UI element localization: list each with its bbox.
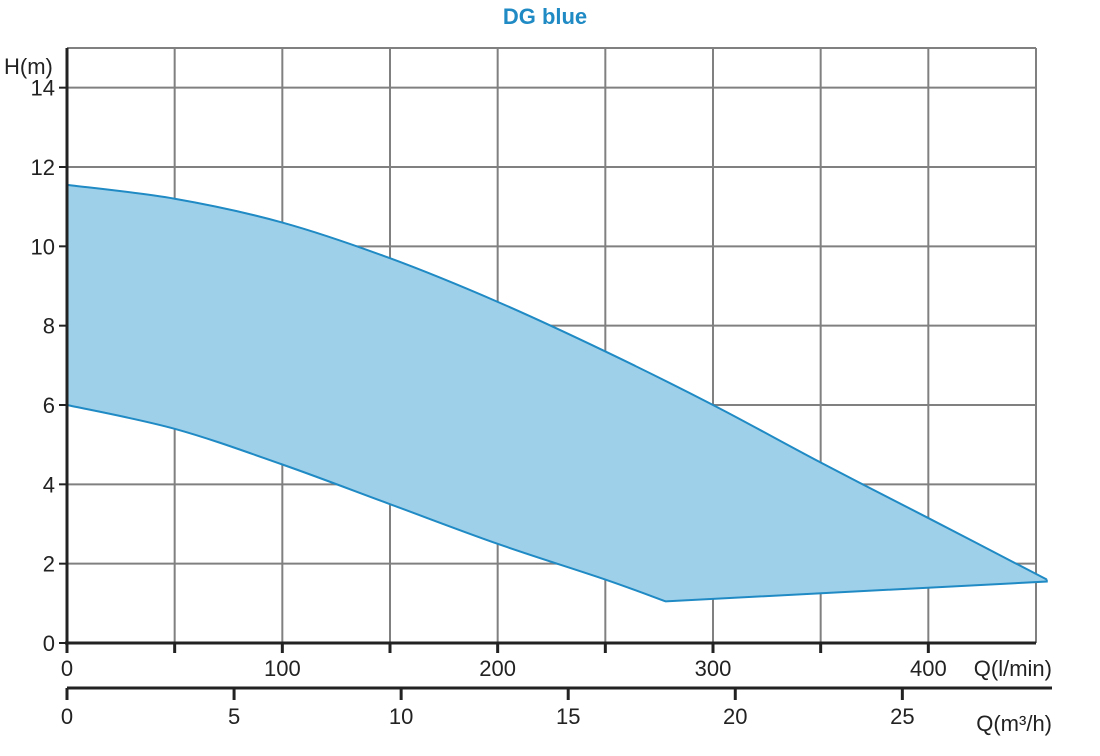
x-tick-label: 200 <box>479 656 516 681</box>
y-tick-label: 6 <box>43 393 55 418</box>
x-axis-label: Q(l/min) <box>974 656 1052 681</box>
x2-tick-label: 0 <box>61 704 73 729</box>
y-tick-label: 0 <box>43 631 55 656</box>
x2-tick-label: 5 <box>228 704 240 729</box>
x-tick-label: 400 <box>910 656 947 681</box>
x2-tick-label: 15 <box>556 704 580 729</box>
x-axis-ticks: 0 100 200 300 400 <box>61 643 947 681</box>
y-tick-label: 4 <box>43 472 55 497</box>
y-axis-ticks: 0 2 4 6 8 10 12 14 <box>31 76 67 656</box>
operating-range-area <box>67 184 1047 602</box>
y-axis-label: H(m) <box>4 54 53 79</box>
x2-tick-label: 25 <box>890 704 914 729</box>
axes <box>65 48 1052 690</box>
x2-tick-label: 10 <box>389 704 413 729</box>
x2-axis-ticks: 0 5 10 15 20 25 <box>61 688 915 729</box>
x2-axis-label: Q(m³/h) <box>976 711 1052 736</box>
y-tick-label: 10 <box>31 234 55 259</box>
x-tick-label: 100 <box>264 656 301 681</box>
max-head-curve <box>66 183 1048 581</box>
y-tick-label: 8 <box>43 314 55 339</box>
min-head-curve <box>66 404 1048 603</box>
y-tick-label: 12 <box>31 155 55 180</box>
y-tick-label: 2 <box>43 552 55 577</box>
chart-title: DG blue <box>503 4 587 29</box>
x-tick-label: 0 <box>61 656 73 681</box>
y-tick-label: 14 <box>31 76 55 101</box>
x-tick-label: 300 <box>695 656 732 681</box>
x2-tick-label: 20 <box>723 704 747 729</box>
